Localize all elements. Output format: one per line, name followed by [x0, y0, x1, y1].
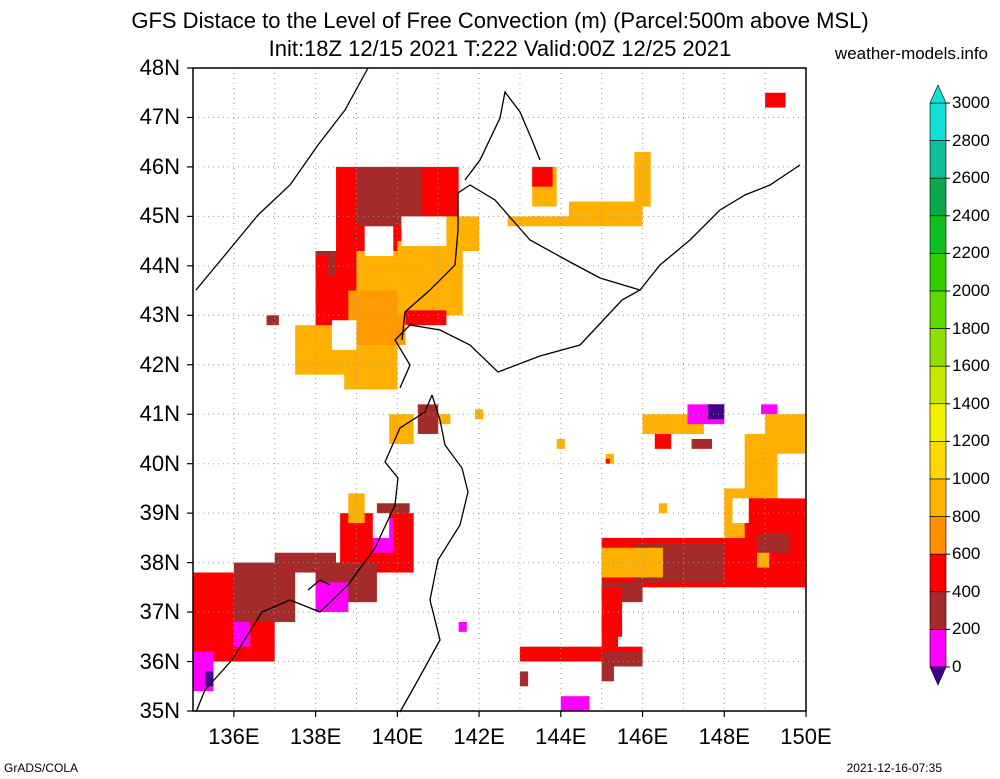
- coastline: [195, 67, 801, 713]
- colorbar-swatch: [929, 629, 947, 668]
- lon-tick-label: 140E: [371, 724, 424, 749]
- colorbar-swatch: [929, 478, 947, 517]
- colorbar-swatch: [929, 253, 947, 292]
- colorbar-label: 2200: [952, 243, 990, 263]
- colorbar-label: 1800: [952, 318, 990, 338]
- colorbar-label: 600: [952, 544, 981, 564]
- colorbar-swatch: [929, 365, 947, 405]
- lon-tick-label: 150E: [780, 724, 832, 749]
- colorbar-swatch: [929, 140, 947, 179]
- map-subtitle: Init:18Z 12/15 2021 T:222 Valid:00Z 12/2…: [268, 36, 732, 61]
- colorbar-swatch: [929, 215, 947, 254]
- lat-tick-label: 36N: [139, 648, 180, 674]
- lat-tick-label: 43N: [139, 302, 180, 328]
- colorbar-swatch: [929, 591, 947, 630]
- lat-tick-label: 42N: [139, 351, 180, 377]
- lat-tick-label: 38N: [139, 549, 180, 575]
- colorbar-min-arrow: [929, 666, 947, 686]
- lon-tick-label: 136E: [208, 724, 260, 749]
- colorbar-swatch: [929, 328, 947, 367]
- lon-tick-label: 148E: [698, 724, 750, 749]
- colorbar-label: 1400: [952, 393, 990, 413]
- colorbar-label: 1200: [952, 431, 990, 451]
- colorbar-label: 2000: [952, 281, 990, 300]
- map-frame: [192, 67, 807, 712]
- lat-tick-label: 44N: [139, 252, 180, 278]
- lat-tick-label: 41N: [139, 401, 180, 427]
- colorbar-label: 2400: [952, 205, 990, 225]
- lfc-field: [193, 92, 806, 711]
- map-title: GFS Distace to the Level of Free Convect…: [131, 8, 869, 33]
- colorbar-label: 0: [952, 657, 962, 676]
- lat-tick-label: 39N: [139, 500, 180, 526]
- colorbar-swatch: [929, 403, 947, 442]
- lon-tick-label: 144E: [535, 724, 587, 749]
- footer-software: GrADS/COLA: [4, 761, 79, 775]
- colorbar-swatch: [929, 290, 947, 329]
- lat-tick-label: 35N: [139, 698, 180, 723]
- lon-tick-label: 142E: [453, 724, 505, 749]
- colorbar-label: 400: [952, 581, 981, 601]
- lon-tick-label: 138E: [289, 724, 342, 749]
- lat-tick-label: 47N: [139, 104, 180, 130]
- colorbar-label: 200: [952, 619, 981, 639]
- lat-tick-label: 40N: [139, 450, 180, 476]
- colorbar-label: 2600: [952, 168, 990, 188]
- colorbar-swatch: [929, 441, 947, 480]
- colorbar: [929, 84, 950, 686]
- lat-tick-label: 48N: [139, 55, 180, 80]
- colorbar-swatch: [929, 516, 947, 555]
- colorbar-label: 1000: [952, 469, 990, 488]
- site-credit: weather-models.info: [834, 44, 988, 63]
- lat-tick-label: 46N: [139, 153, 180, 179]
- colorbar-swatch: [929, 102, 947, 141]
- graticule: [193, 68, 806, 711]
- lon-tick-label: 146E: [616, 724, 669, 749]
- colorbar-label: 2800: [952, 130, 990, 150]
- colorbar-label: 1600: [952, 356, 990, 376]
- colorbar-swatch: [929, 553, 947, 593]
- footer-timestamp: 2021-12-16-07:35: [846, 761, 942, 775]
- lat-tick-label: 37N: [139, 599, 180, 625]
- colorbar-max-arrow: [929, 84, 947, 104]
- colorbar-label: 800: [952, 506, 981, 526]
- lat-tick-label: 45N: [139, 203, 180, 229]
- colorbar-swatch: [929, 177, 947, 217]
- colorbar-label: 3000: [952, 93, 990, 112]
